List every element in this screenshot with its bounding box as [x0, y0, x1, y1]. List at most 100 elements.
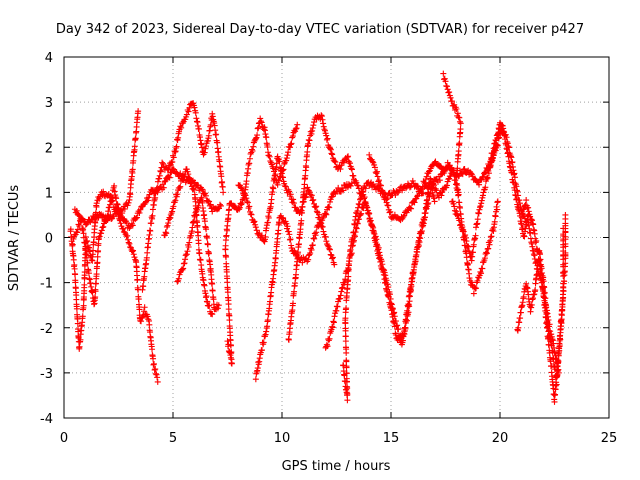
- data-point: [388, 301, 395, 308]
- data-point: [336, 295, 343, 302]
- data-point: [369, 223, 376, 230]
- data-point: [203, 226, 210, 233]
- data-point: [154, 184, 161, 191]
- data-point: [304, 184, 311, 191]
- data-point: [295, 241, 302, 248]
- data-point: [527, 308, 534, 315]
- data-point: [519, 210, 526, 217]
- data-point: [379, 261, 386, 268]
- data-point: [244, 198, 251, 205]
- data-point: [112, 210, 119, 217]
- data-point: [74, 229, 81, 236]
- data-point: [444, 86, 451, 93]
- data-point: [298, 209, 305, 216]
- data-point: [203, 143, 210, 150]
- data-point: [74, 226, 81, 233]
- data-point: [521, 233, 528, 240]
- data-point: [311, 235, 318, 242]
- data-point: [248, 146, 255, 153]
- data-point: [347, 160, 354, 167]
- data-point: [366, 210, 373, 217]
- data-point: [348, 166, 355, 173]
- data-point: [331, 158, 338, 165]
- data-point: [243, 195, 250, 202]
- data-point: [281, 160, 288, 167]
- data-point: [380, 266, 387, 273]
- data-point: [554, 368, 561, 375]
- data-point: [497, 121, 504, 128]
- grid-lines: [64, 57, 609, 418]
- data-point: [320, 228, 327, 235]
- data-point: [252, 135, 259, 142]
- data-point: [106, 201, 113, 208]
- data-point: [520, 293, 527, 300]
- data-point: [95, 247, 102, 254]
- data-point: [491, 149, 498, 156]
- data-point: [529, 296, 536, 303]
- data-point: [416, 234, 423, 241]
- data-point: [452, 177, 459, 184]
- data-point: [205, 250, 212, 257]
- data-point: [82, 246, 89, 253]
- data-point: [236, 204, 243, 211]
- data-point: [326, 245, 333, 252]
- data-point: [540, 294, 547, 301]
- data-point: [490, 155, 497, 162]
- data-point: [327, 146, 334, 153]
- data-point: [181, 173, 188, 180]
- data-point: [167, 215, 174, 222]
- y-tick-label: 0: [45, 232, 53, 247]
- data-point: [488, 233, 495, 240]
- data-point: [390, 310, 397, 317]
- x-tick-label: 20: [492, 431, 509, 446]
- data-point: [183, 251, 190, 258]
- data-point: [126, 240, 133, 247]
- data-point: [132, 256, 139, 263]
- data-point: [468, 279, 475, 286]
- data-point: [80, 302, 87, 309]
- data-point: [362, 200, 369, 207]
- data-point: [207, 201, 214, 208]
- data-point: [560, 270, 567, 277]
- data-point: [243, 178, 250, 185]
- data-point: [530, 295, 537, 302]
- data-point: [201, 282, 208, 289]
- data-point: [287, 141, 294, 148]
- data-point: [309, 242, 316, 249]
- data-point: [371, 230, 378, 237]
- data-point: [560, 231, 567, 238]
- y-tick-label: -2: [40, 322, 53, 337]
- data-point: [365, 209, 372, 216]
- data-point: [542, 314, 549, 321]
- data-point: [195, 240, 202, 247]
- data-point: [265, 152, 272, 159]
- y-tick-label: -3: [40, 367, 53, 382]
- data-point: [331, 313, 338, 320]
- data-point: [131, 143, 138, 150]
- data-point: [338, 162, 345, 169]
- data-point: [169, 208, 176, 215]
- data-point: [287, 144, 294, 151]
- data-point: [556, 345, 563, 352]
- data-point: [487, 233, 494, 240]
- data-point: [557, 332, 564, 339]
- data-point: [144, 313, 151, 320]
- data-point: [548, 342, 555, 349]
- data-point: [511, 174, 518, 181]
- data-point: [291, 288, 298, 295]
- data-point: [274, 181, 281, 188]
- data-point: [72, 271, 79, 278]
- data-point: [164, 166, 171, 173]
- data-point: [317, 219, 324, 226]
- data-point: [165, 220, 172, 227]
- data-point: [292, 204, 299, 211]
- data-point: [427, 186, 434, 193]
- data-point: [323, 132, 330, 139]
- data-point: [488, 158, 495, 165]
- data-point: [332, 159, 339, 166]
- data-point: [329, 323, 336, 330]
- data-point: [445, 176, 452, 183]
- data-point: [377, 182, 384, 189]
- data-point: [454, 158, 461, 165]
- data-point: [169, 158, 176, 165]
